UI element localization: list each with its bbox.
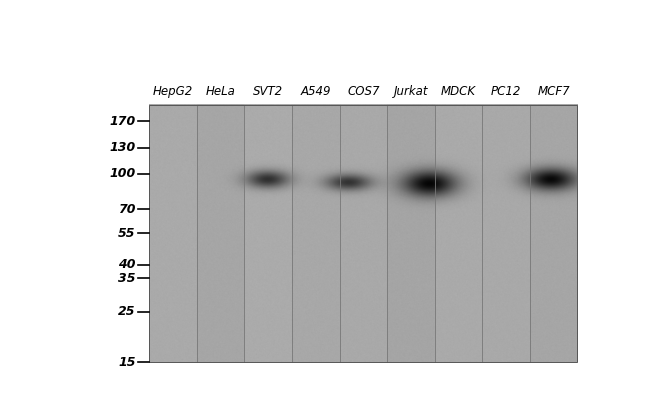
Text: MDCK: MDCK [441, 85, 476, 98]
Text: 15: 15 [118, 356, 136, 369]
Text: 35: 35 [118, 272, 136, 285]
Text: 170: 170 [109, 115, 136, 127]
Text: A549: A549 [300, 85, 331, 98]
Text: 25: 25 [118, 305, 136, 318]
Text: 40: 40 [118, 258, 136, 271]
Text: 100: 100 [109, 167, 136, 180]
Text: 55: 55 [118, 227, 136, 240]
Text: Jurkat: Jurkat [394, 85, 428, 98]
Text: PC12: PC12 [491, 85, 521, 98]
Text: SVT2: SVT2 [253, 85, 283, 98]
Text: COS7: COS7 [347, 85, 380, 98]
Text: 130: 130 [109, 141, 136, 154]
Text: 70: 70 [118, 203, 136, 216]
Bar [150, 105, 577, 362]
Text: HepG2: HepG2 [153, 85, 193, 98]
Text: HeLa: HeLa [205, 85, 235, 98]
Text: MCF7: MCF7 [538, 85, 570, 98]
